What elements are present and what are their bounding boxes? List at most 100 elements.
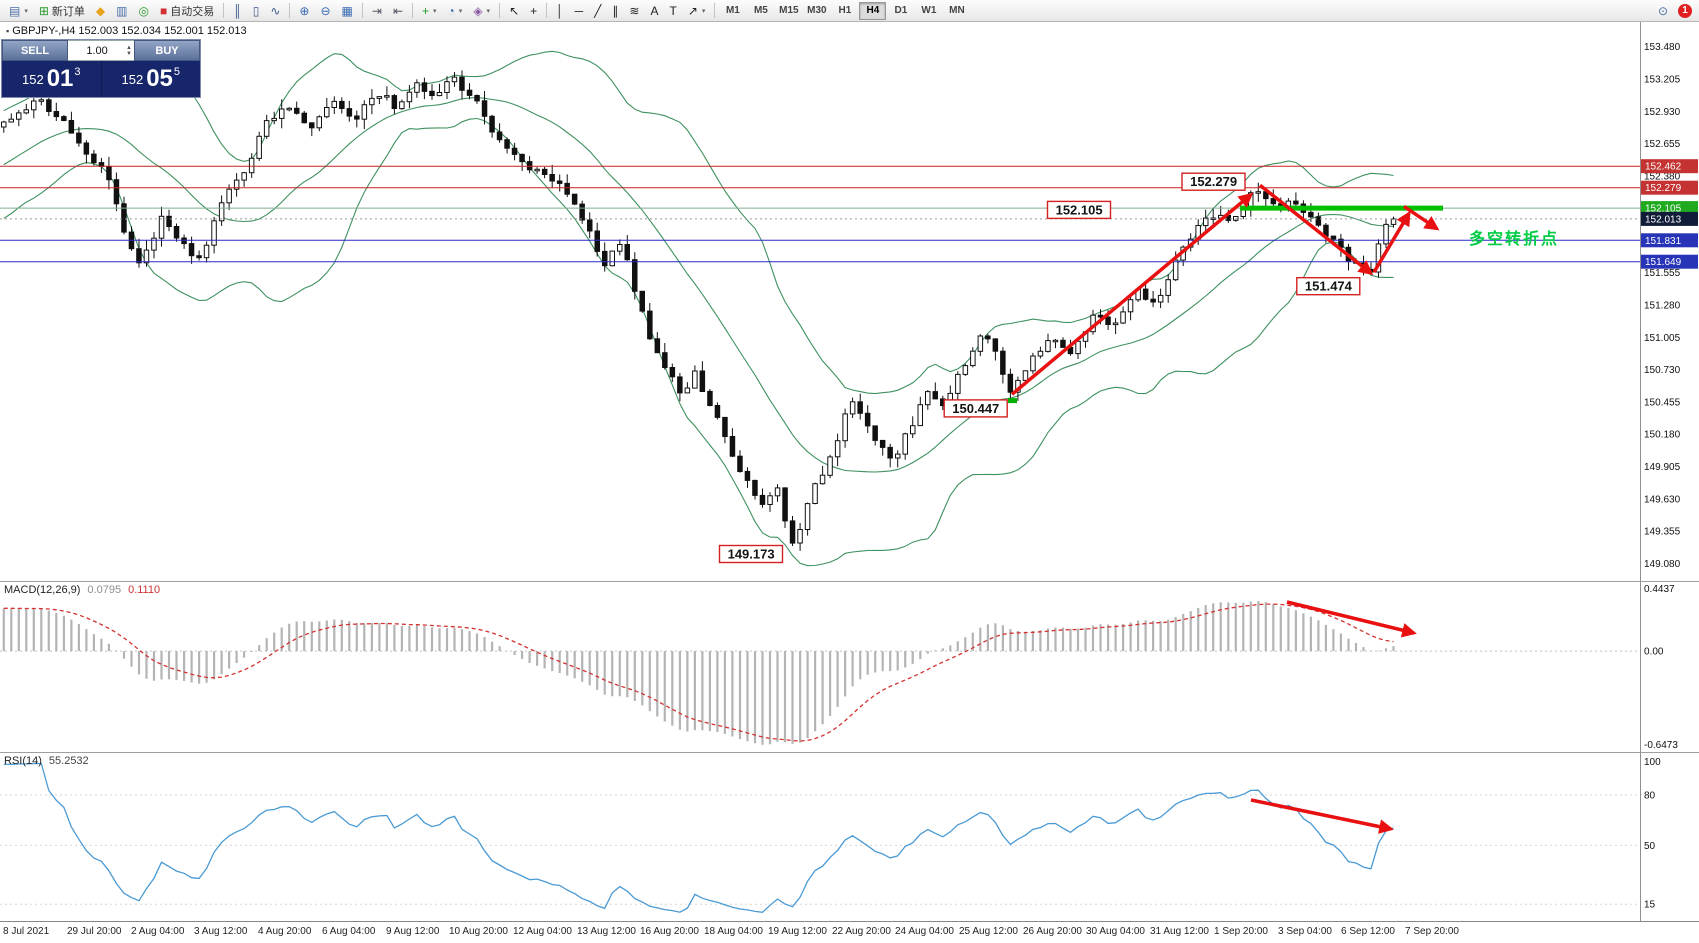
panel-separator[interactable] (0, 581, 1699, 582)
templates-button[interactable]: ◈ ▾ (468, 1, 495, 20)
autotrading-button[interactable]: ■ 自动交易 (155, 1, 219, 20)
strategy-navigator-button[interactable]: ◎ (134, 1, 154, 20)
volume-spin-buttons[interactable]: ▲ ▼ (126, 45, 134, 57)
rsi-scale-label: 80 (1644, 791, 1656, 802)
trendline-button[interactable]: ╱ (589, 1, 606, 20)
mql-community-button[interactable]: ◆ (91, 1, 110, 20)
chart-shift-icon: ⇤ (392, 3, 404, 18)
macd-main-value: 0.0795 (87, 584, 122, 596)
rsi-label: RSI(14) 55.2532 (4, 755, 89, 767)
notification-badge[interactable]: 1 (1678, 3, 1692, 18)
fibonacci-button[interactable]: ≋ (624, 1, 644, 20)
timeframe-m30-button[interactable]: M30 (803, 2, 830, 20)
buy-price-pips: 05 (146, 65, 173, 92)
chart-candles-button[interactable]: ▯ (248, 1, 265, 20)
zoom-out-button[interactable]: ⊖ (315, 1, 335, 20)
volume-down-icon[interactable]: ▼ (126, 50, 132, 57)
vertical-line-button[interactable]: │ (551, 1, 569, 20)
timeframe-mn-button[interactable]: MN (943, 2, 970, 20)
zoom-in-icon: ⊕ (299, 3, 310, 18)
rsi-value: 55.2532 (48, 755, 89, 767)
zoom-in-button[interactable]: ⊕ (294, 1, 314, 20)
search-icon: ⊙ (1657, 3, 1668, 18)
market-watch-button[interactable]: ▥ (111, 1, 132, 20)
time-axis-label: 6 Aug 04:00 (322, 926, 376, 937)
time-axis-label: 3 Aug 12:00 (194, 926, 248, 937)
toolbar-buttons: ▤ ▾ ⊞ 新订单 ◆ ▥ ◎ ■ 自动交易 ║ ▯ ∿ ⊕ ⊖ ▦ ⇥ ⇤ + ▾ ◔ ▾ ◈ ▾ ↖ + │ ─ ╱ ∥ ≋ A T ↗ ▾ (4, 1, 718, 20)
chevron-down-icon: ▾ (701, 7, 706, 15)
main-chart-canvas[interactable]: 149.173 150.447 152.105 152.279 151.474 多空转折点… (0, 22, 1699, 581)
chart-bars-button[interactable]: ║ (228, 1, 247, 20)
toolbar-separator (223, 3, 225, 18)
toolbar-separator (499, 3, 501, 18)
price-scale-label: 153.205 (1644, 75, 1681, 86)
price-scale-label: 149.080 (1644, 559, 1681, 570)
volume-up-icon[interactable]: ▲ (126, 44, 132, 51)
indicators-button[interactable]: + ▾ (417, 1, 442, 20)
timeframe-d1-button[interactable]: D1 (887, 2, 914, 20)
new-order-button[interactable]: ⊞ 新订单 (34, 1, 90, 20)
mql-community-icon: ◆ (95, 3, 106, 18)
trend-arrow (1258, 183, 1374, 276)
macd-scale-label: 0.4437 (1644, 584, 1675, 595)
sell-button[interactable]: SELL (2, 40, 68, 61)
price-annotation-box (1296, 276, 1361, 296)
timeframe-w1-button[interactable]: W1 (915, 2, 942, 20)
tile-windows-button[interactable]: ▦ (337, 1, 358, 20)
entry-marker (1008, 398, 1017, 404)
price-scale-badge (1641, 254, 1698, 269)
toolbar-separator (289, 3, 291, 18)
crosshair-button[interactable]: + (525, 1, 542, 20)
price-scale-badge (1641, 211, 1698, 226)
time-axis-label: 8 Jul 2021 (3, 926, 50, 937)
chinese-annotation-text: 多空转折点 (1469, 229, 1559, 248)
macd-name: MACD(12,26,9) (4, 584, 81, 596)
timeframe-m5-button[interactable]: M5 (747, 2, 774, 20)
time-axis-label: 3 Sep 04:00 (1278, 926, 1332, 937)
price-scale-label: 150.730 (1644, 365, 1681, 376)
timeframe-h1-button[interactable]: H1 (831, 2, 858, 20)
macd-canvas[interactable]: 0.4437 0.00 -0.6473 (0, 582, 1699, 752)
time-axis[interactable]: 8 Jul 2021 29 Jul 20:00 2 Aug 04:00 3 Aug 1… (0, 921, 1699, 943)
macd-scale-label: 0.00 (1644, 647, 1664, 658)
time-axis-label: 16 Aug 20:00 (640, 926, 699, 937)
volume-stepper[interactable]: 1.00 ▲ ▼ (68, 40, 134, 61)
price-scale-label: 150.455 (1644, 397, 1681, 408)
autotrading-icon: ■ (159, 3, 168, 18)
buy-price[interactable]: 152 05 5 (101, 61, 200, 97)
autotrading-label: 自动交易 (170, 5, 215, 18)
templates-icon: ◈ (473, 3, 483, 18)
auto-scroll-button[interactable]: ⇥ (367, 1, 387, 20)
price-scale-badge (1641, 159, 1698, 174)
horizontal-line-button[interactable]: ─ (570, 1, 589, 20)
sell-price[interactable]: 152 01 3 (2, 61, 101, 97)
search-button[interactable]: ⊙ (1653, 1, 1673, 20)
price-annotation-text: 152.105 (1056, 202, 1103, 217)
chart-shift-button[interactable]: ⇤ (388, 1, 408, 20)
time-axis-label: 4 Aug 20:00 (258, 926, 312, 937)
macd-trend-arrow (1286, 600, 1417, 638)
buy-button[interactable]: BUY (134, 40, 200, 61)
cursor-button[interactable]: ↖ (504, 1, 524, 20)
rsi-canvas[interactable]: 100 80 50 15 (0, 753, 1699, 921)
text-label-icon: T (669, 3, 677, 18)
timeframe-h4-button[interactable]: H4 (859, 1, 887, 20)
arrows-tool-icon: ↗ (687, 3, 698, 18)
rsi-scale-label: 50 (1644, 841, 1656, 852)
timeframe-m1-button[interactable]: M1 (719, 2, 746, 20)
panel-separator[interactable] (0, 752, 1699, 753)
sell-price-pips: 01 (46, 65, 74, 92)
text-label-button[interactable]: T (664, 1, 681, 20)
equidistant-channel-button[interactable]: ∥ (607, 1, 623, 20)
periods-button[interactable]: ◔ ▾ (443, 1, 468, 20)
arrows-tool-button[interactable]: ↗ ▾ (683, 1, 711, 20)
timeframe-m15-button[interactable]: M15 (775, 2, 802, 20)
chart-line-button[interactable]: ∿ (265, 1, 285, 20)
text-button[interactable]: A (645, 1, 663, 20)
rsi-name: RSI(14) (4, 755, 42, 767)
new-chart-button[interactable]: ▤ ▾ (4, 1, 33, 20)
crosshair-icon: + (530, 3, 538, 18)
rsi-scale-label: 100 (1644, 757, 1661, 768)
price-scale-label: 152.930 (1644, 107, 1681, 118)
chart-candles-icon: ▯ (252, 3, 260, 18)
